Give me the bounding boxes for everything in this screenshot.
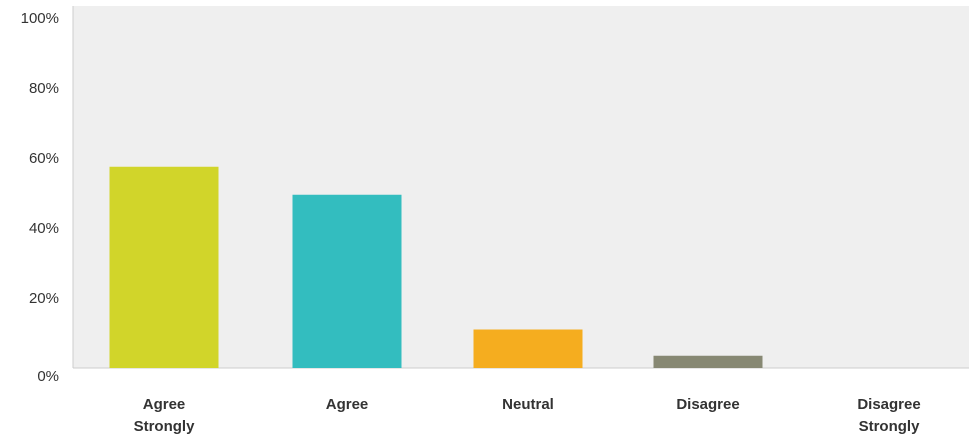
y-tick-label: 80% <box>29 80 59 97</box>
y-axis-ticks: 0% 20% 40% 60% 80% 100% <box>21 10 59 385</box>
x-category-label: Agree <box>326 396 369 413</box>
bar-agree-strongly <box>109 166 219 368</box>
y-tick-label: 20% <box>29 290 59 307</box>
x-category-label: Agree Strongly <box>134 396 195 435</box>
bar-neutral <box>473 329 583 368</box>
y-tick-label: 60% <box>29 150 59 167</box>
bars <box>109 166 763 368</box>
y-tick-label: 0% <box>37 368 59 385</box>
x-category-label: Disagree Strongly <box>857 396 920 435</box>
plot-area-background <box>73 6 969 368</box>
x-axis-labels: Agree Strongly Agree Neutral Disagree Disagre… <box>134 396 921 435</box>
y-tick-label: 40% <box>29 220 59 237</box>
bar-agree <box>292 194 402 368</box>
y-tick-label: 100% <box>21 10 59 27</box>
x-category-label: Neutral <box>502 396 554 413</box>
bar-disagree <box>653 355 763 368</box>
x-category-label: Disagree <box>676 396 739 413</box>
